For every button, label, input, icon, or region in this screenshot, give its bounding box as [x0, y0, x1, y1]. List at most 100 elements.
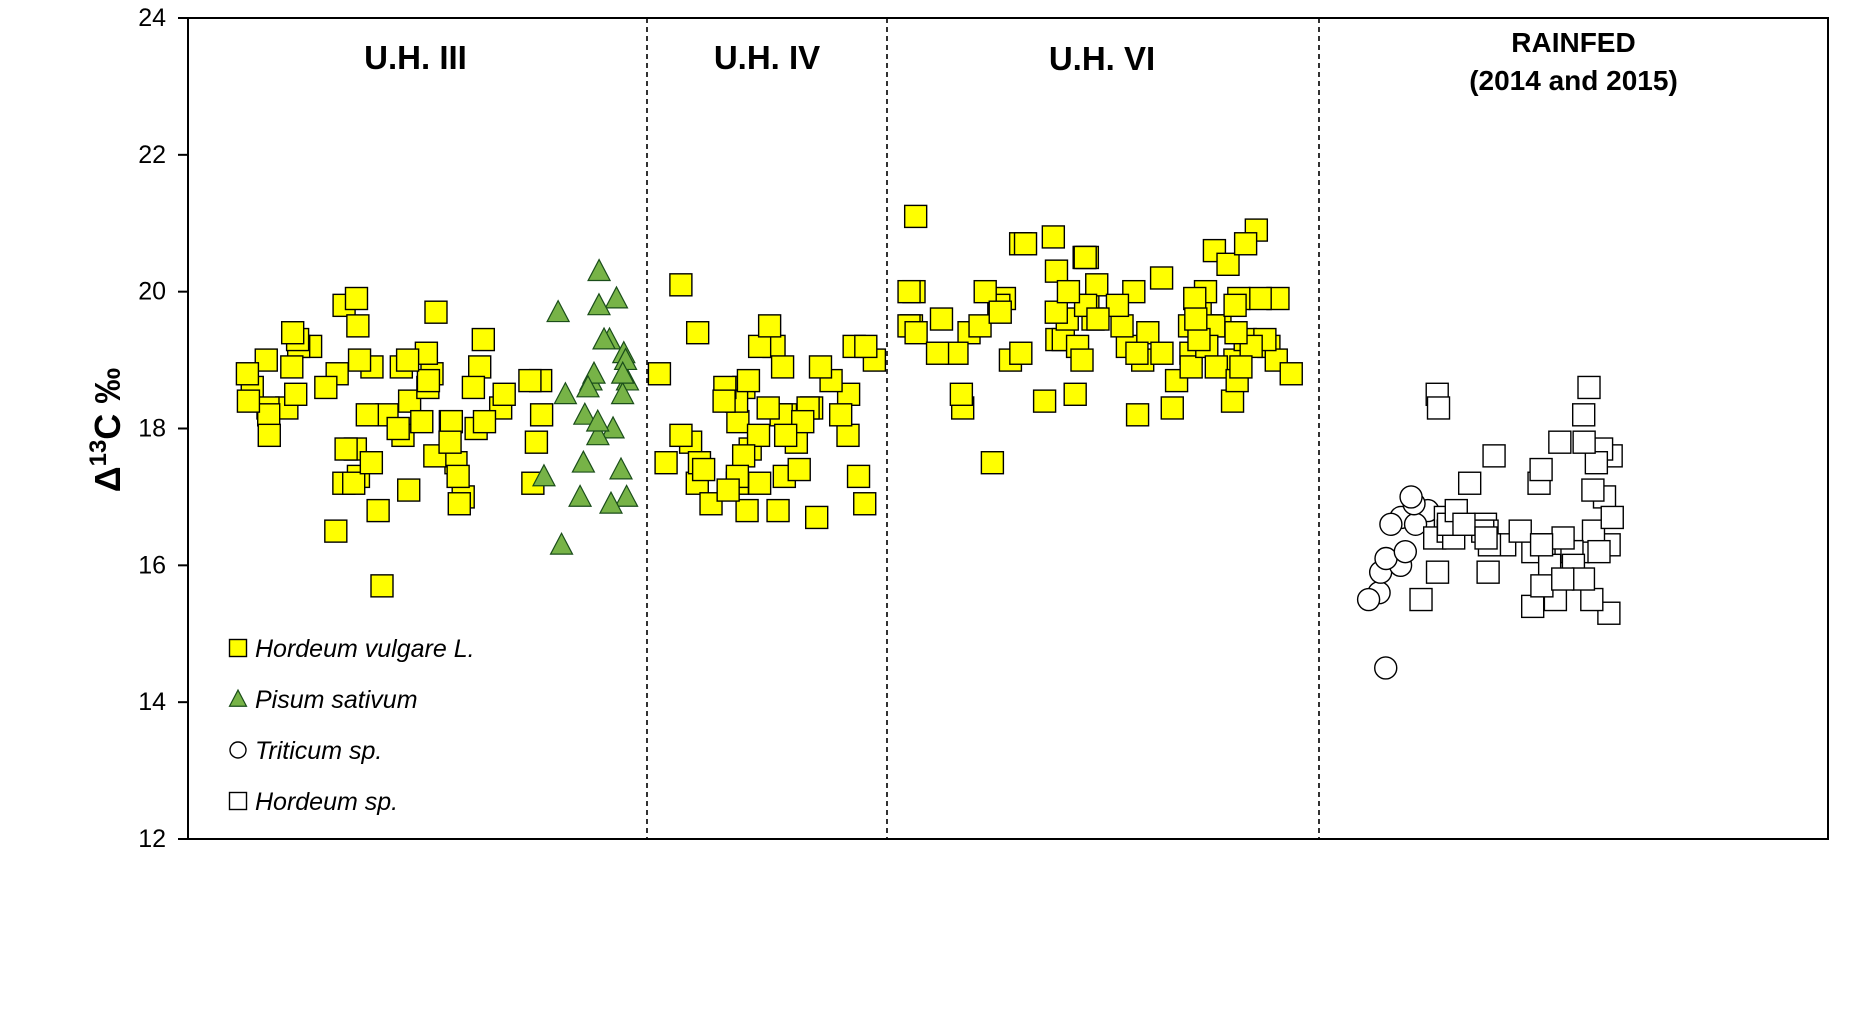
- data-point: [471, 327, 496, 352]
- data-point: [1457, 471, 1482, 495]
- data-point: [747, 334, 772, 359]
- data-point: [691, 457, 716, 482]
- legend-label: Hordeum sp.: [255, 788, 398, 816]
- data-point: [324, 519, 348, 543]
- y-tick-label: 24: [138, 4, 166, 32]
- data-point: [609, 456, 633, 480]
- data-point: [1587, 539, 1611, 564]
- data-point: [968, 314, 992, 338]
- data-point: [284, 382, 308, 406]
- data-point: [1571, 567, 1596, 591]
- data-point: [236, 389, 261, 413]
- data-point: [1452, 512, 1476, 536]
- data-point: [280, 355, 304, 379]
- data-point: [1571, 403, 1596, 427]
- data-point: [746, 423, 771, 448]
- data-point: [685, 321, 710, 345]
- data-point: [492, 382, 516, 406]
- data-point: [461, 375, 486, 400]
- data-point: [592, 326, 617, 350]
- data-point: [716, 478, 740, 502]
- y-axis-label-suffix: C ‰: [87, 368, 128, 440]
- data-point: [314, 375, 338, 400]
- data-point: [568, 484, 593, 507]
- data-point: [1056, 279, 1081, 304]
- data-point: [1600, 505, 1624, 530]
- data-point: [836, 423, 860, 448]
- y-tick-label: 16: [138, 551, 166, 579]
- data-point: [410, 409, 434, 434]
- group-labels: U.H. III U.H. IV U.H. VI RAINFED (2014 and 2…: [364, 27, 1678, 96]
- legend-marker: [228, 791, 248, 811]
- data-point: [1009, 341, 1033, 365]
- group-label: U.H. IV: [714, 39, 820, 76]
- data-point: [1374, 656, 1398, 680]
- group-label: U.H. III: [364, 39, 467, 76]
- y-axis-label: Δ13C ‰: [85, 368, 128, 493]
- data-point: [929, 307, 954, 331]
- data-point: [925, 341, 950, 365]
- group-label: (2014 and 2015): [1469, 65, 1678, 96]
- data-point: [1136, 321, 1160, 345]
- data-point: [1179, 355, 1203, 379]
- data-point: [257, 403, 281, 427]
- data-point: [614, 484, 639, 507]
- data-point: [1409, 587, 1433, 612]
- data-point: [553, 381, 578, 405]
- axes: 12 14 16 18 20 22 24 Δ13C ‰: [85, 4, 1829, 853]
- data-point: [355, 403, 380, 427]
- y-tick-label: 14: [138, 688, 166, 716]
- data-point: [601, 415, 626, 439]
- data-point: [1150, 341, 1174, 365]
- data-point: [805, 505, 829, 530]
- data-point: [846, 464, 871, 489]
- data-point: [787, 457, 811, 482]
- data-point: [257, 423, 281, 448]
- data-point: [1548, 430, 1572, 454]
- data-point: [1580, 587, 1604, 612]
- data-point: [386, 416, 410, 441]
- data-point: [1160, 396, 1184, 420]
- data-point: [1476, 560, 1500, 584]
- data-point: [903, 204, 928, 229]
- legend-label: Hordeum vulgare L.: [255, 635, 475, 663]
- data-point: [1224, 321, 1248, 345]
- data-point: [472, 409, 497, 434]
- data-point: [1529, 457, 1553, 482]
- y-tick-label: 12: [138, 825, 166, 853]
- data-point: [757, 314, 782, 338]
- data-point: [973, 279, 997, 304]
- data-point: [439, 409, 464, 434]
- data-point: [945, 341, 969, 365]
- data-point: [235, 362, 260, 386]
- data-point: [1073, 245, 1097, 270]
- data-point: [1474, 526, 1498, 550]
- data-point: [1581, 478, 1605, 502]
- data-point: [370, 574, 394, 598]
- data-point: [736, 368, 761, 393]
- group-label: RAINFED: [1511, 27, 1635, 58]
- data-point: [1216, 252, 1240, 277]
- data-point: [1013, 232, 1038, 256]
- y-tick-label: 20: [138, 278, 166, 306]
- data-point: [586, 292, 611, 316]
- y-axis-label-superscript: 13: [85, 440, 112, 467]
- data-point: [359, 451, 384, 475]
- data-point: [254, 348, 278, 372]
- data-point: [1248, 286, 1272, 311]
- data-point: [344, 286, 369, 311]
- data-point: [446, 464, 470, 489]
- data-point: [1379, 512, 1403, 536]
- data-point: [366, 498, 390, 523]
- data-point: [1529, 533, 1554, 557]
- data-point: [1508, 519, 1532, 543]
- data-point: [647, 362, 672, 386]
- group-label: U.H. VI: [1049, 40, 1155, 77]
- data-point: [1125, 403, 1150, 427]
- data-point: [854, 334, 878, 359]
- data-point: [585, 422, 610, 446]
- data-point: [1204, 355, 1229, 379]
- data-point: [397, 478, 421, 502]
- data-point: [1044, 300, 1068, 324]
